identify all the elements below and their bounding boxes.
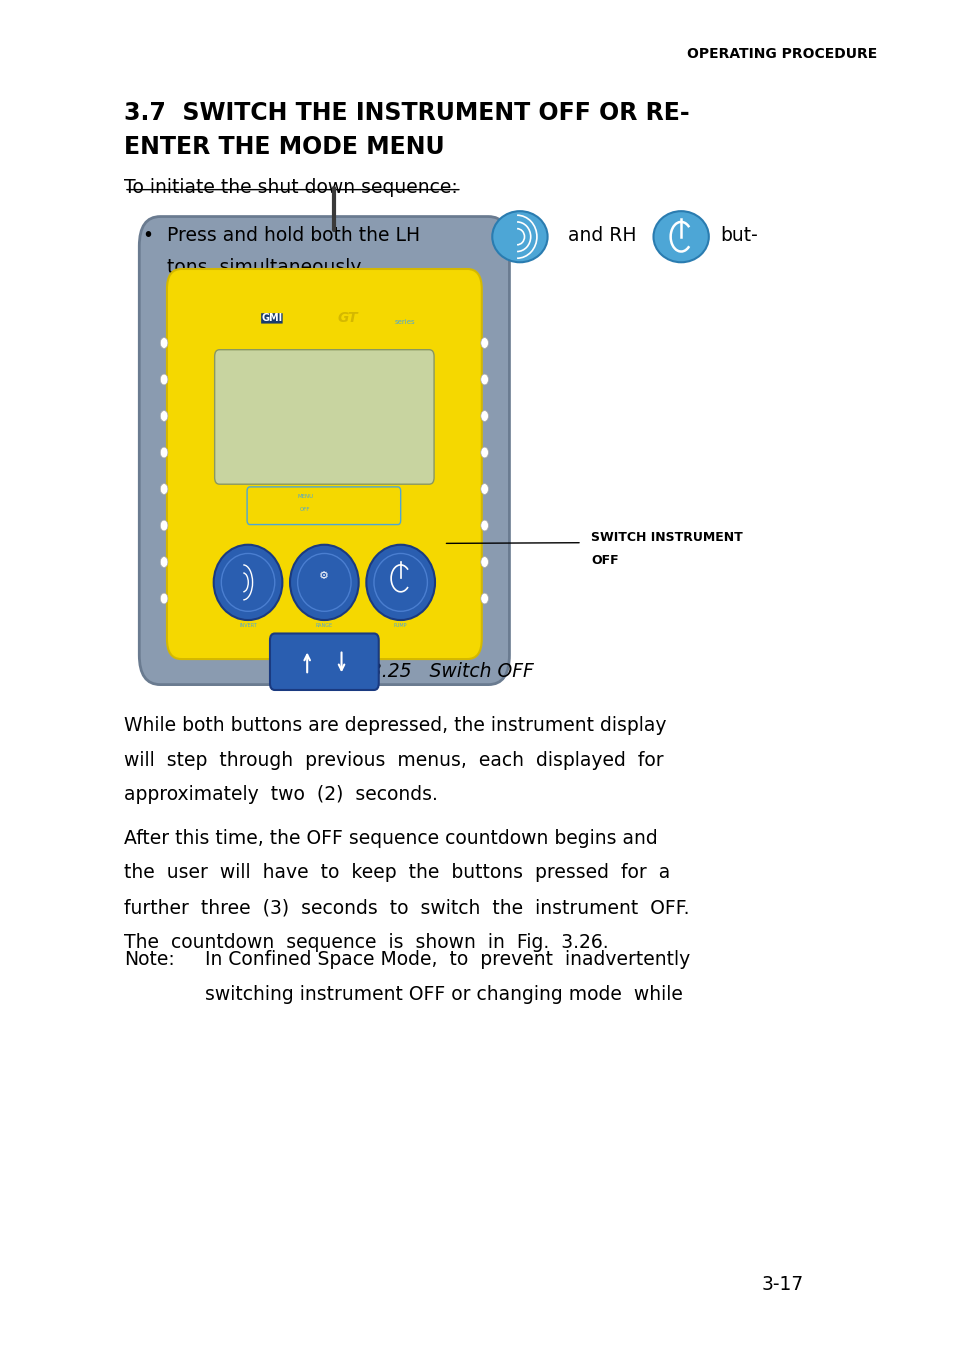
FancyBboxPatch shape: [214, 350, 434, 484]
Text: GT: GT: [337, 311, 358, 324]
Text: In Confined Space Mode,  to  prevent  inadvertently: In Confined Space Mode, to prevent inadv…: [205, 950, 690, 968]
Circle shape: [160, 374, 168, 385]
FancyBboxPatch shape: [139, 217, 509, 685]
Text: will  step  through  previous  menus,  each  displayed  for: will step through previous menus, each d…: [124, 751, 663, 769]
Circle shape: [160, 521, 168, 531]
Text: GMI: GMI: [261, 313, 282, 323]
Circle shape: [160, 447, 168, 457]
Text: series: series: [395, 319, 416, 324]
Text: OPERATING PROCEDURE: OPERATING PROCEDURE: [686, 47, 877, 61]
Circle shape: [480, 374, 488, 385]
Text: MENU: MENU: [297, 494, 313, 499]
Circle shape: [480, 593, 488, 604]
Text: ENTER THE MODE MENU: ENTER THE MODE MENU: [124, 134, 444, 159]
Text: •: •: [142, 226, 153, 245]
Circle shape: [160, 338, 168, 348]
Text: After this time, the OFF sequence countdown begins and: After this time, the OFF sequence countd…: [124, 829, 657, 847]
Circle shape: [480, 338, 488, 348]
Text: the  user  will  have  to  keep  the  buttons  pressed  for  a: the user will have to keep the buttons p…: [124, 863, 670, 882]
Text: switching instrument OFF or changing mode  while: switching instrument OFF or changing mod…: [205, 985, 682, 1003]
Text: The  countdown  sequence  is  shown  in  Fig.  3.26.: The countdown sequence is shown in Fig. …: [124, 933, 608, 952]
Circle shape: [480, 557, 488, 568]
Text: tons  simultaneously.: tons simultaneously.: [167, 258, 364, 277]
Text: approximately  two  (2)  seconds.: approximately two (2) seconds.: [124, 785, 437, 804]
Circle shape: [480, 521, 488, 531]
Text: RANGE: RANGE: [315, 623, 333, 628]
Ellipse shape: [653, 211, 708, 262]
Text: ⚙: ⚙: [319, 570, 329, 581]
Circle shape: [160, 593, 168, 604]
Ellipse shape: [290, 545, 358, 620]
Circle shape: [160, 410, 168, 421]
Circle shape: [480, 410, 488, 421]
Text: OFF: OFF: [591, 554, 618, 568]
Ellipse shape: [366, 545, 435, 620]
Text: PUMP: PUMP: [394, 623, 407, 628]
Text: //: //: [301, 313, 309, 323]
FancyBboxPatch shape: [270, 633, 378, 690]
Circle shape: [480, 447, 488, 457]
Text: 3.7  SWITCH THE INSTRUMENT OFF OR RE-: 3.7 SWITCH THE INSTRUMENT OFF OR RE-: [124, 101, 689, 125]
Circle shape: [160, 557, 168, 568]
Text: INVERT: INVERT: [239, 623, 256, 628]
Circle shape: [480, 484, 488, 495]
Text: Fig.  3.25   Switch OFF: Fig. 3.25 Switch OFF: [324, 662, 534, 681]
Text: SWITCH INSTRUMENT: SWITCH INSTRUMENT: [591, 531, 742, 545]
Text: 3-17: 3-17: [760, 1275, 802, 1294]
Text: Press and hold both the LH: Press and hold both the LH: [167, 226, 419, 245]
Ellipse shape: [492, 211, 547, 262]
Text: but-: but-: [720, 226, 758, 245]
Text: and RH: and RH: [567, 226, 636, 245]
FancyBboxPatch shape: [167, 269, 481, 659]
Text: To initiate the shut down sequence:: To initiate the shut down sequence:: [124, 178, 457, 196]
Text: While both buttons are depressed, the instrument display: While both buttons are depressed, the in…: [124, 716, 666, 734]
Circle shape: [160, 484, 168, 495]
Text: OFF: OFF: [299, 507, 311, 512]
Text: further  three  (3)  seconds  to  switch  the  instrument  OFF.: further three (3) seconds to switch the …: [124, 898, 689, 917]
Text: Note:: Note:: [124, 950, 174, 968]
Ellipse shape: [213, 545, 282, 620]
